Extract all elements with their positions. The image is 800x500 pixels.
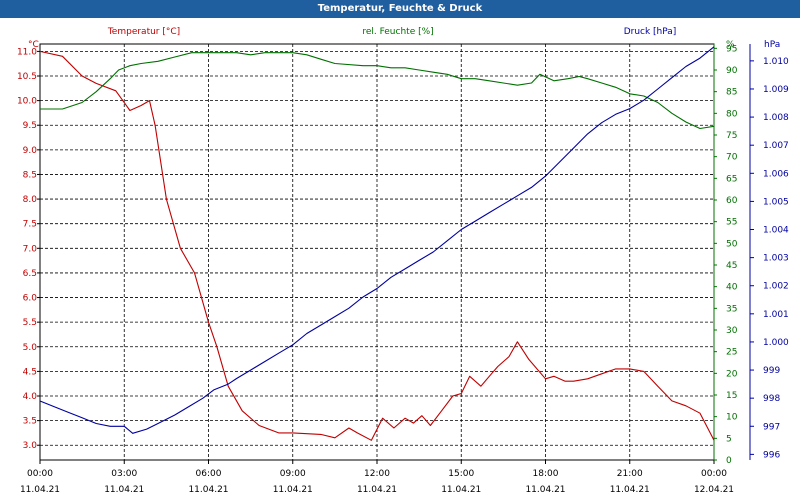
x-tick-label-date: 11.04.21 xyxy=(441,485,481,495)
temperature-tick-label: 7.5 xyxy=(23,220,37,230)
grid xyxy=(40,44,714,460)
temperature-tick-label: 6.0 xyxy=(23,294,38,304)
pressure-tick-label: 996 xyxy=(763,450,780,460)
temperature-tick-label: 5.0 xyxy=(23,343,38,353)
humidity-tick-label: 20 xyxy=(726,369,738,379)
x-tick-label-time: 18:00 xyxy=(533,469,559,479)
temperature-tick-label: 5.5 xyxy=(23,318,37,328)
x-tick-label-date: 11.04.21 xyxy=(610,485,650,495)
x-tick-label-time: 09:00 xyxy=(280,469,306,479)
x-tick-label-date: 11.04.21 xyxy=(525,485,565,495)
humidity-tick-label: 85 xyxy=(726,88,737,98)
series-group xyxy=(39,46,715,441)
pressure-tick-label: 1.008 xyxy=(763,113,789,123)
humidity-tick-label: 80 xyxy=(726,109,738,119)
x-tick-label-time: 21:00 xyxy=(617,469,643,479)
temperature-tick-label: 8.5 xyxy=(23,170,37,180)
pressure-tick-label: 1.010 xyxy=(763,57,789,67)
pressure-tick-label: 998 xyxy=(763,394,780,404)
humidity-tick-label: 15 xyxy=(726,391,737,401)
humidity-tick-label: 60 xyxy=(726,196,738,206)
temperature-tick-label: 4.0 xyxy=(23,392,38,402)
axes: 00:00 11.04.21 03:00 11.04.21 06:00 11.04.21 0… xyxy=(17,27,789,495)
temperature-tick-label: 8.0 xyxy=(23,195,38,205)
pressure-tick-label: 1.004 xyxy=(763,226,789,236)
x-tick-label-date: 11.04.21 xyxy=(20,485,60,495)
pressure-tick-label: 1.000 xyxy=(763,338,789,348)
chart-title: Temperatur, Feuchte & Druck xyxy=(0,0,800,18)
humidity-tick-label: 75 xyxy=(726,131,737,141)
humidity-series-line xyxy=(40,52,715,130)
humidity-tick-label: 45 xyxy=(726,261,737,271)
humidity-tick-label: 35 xyxy=(726,304,737,314)
temperature-tick-label: 10.0 xyxy=(17,97,37,107)
temperature-series-line xyxy=(39,50,715,441)
x-tick-label-time: 15:00 xyxy=(448,469,474,479)
x-tick-label-time: 00:00 xyxy=(27,469,53,479)
humidity-unit: % xyxy=(726,40,735,50)
x-tick-label-date: 11.04.21 xyxy=(188,485,228,495)
pressure-tick-label: 1.009 xyxy=(763,85,789,95)
x-tick-label-time: 06:00 xyxy=(196,469,222,479)
humidity-tick-label: 10 xyxy=(726,413,738,423)
humidity-tick-label: 50 xyxy=(726,239,738,249)
humidity-tick-label: 95 xyxy=(726,44,737,54)
temperature-tick-label: 11.0 xyxy=(17,47,37,57)
temperature-tick-label: 7.0 xyxy=(23,244,38,254)
pressure-tick-label: 997 xyxy=(763,422,780,432)
pressure-tick-label: 999 xyxy=(763,366,780,376)
x-tick-label-date: 11.04.21 xyxy=(104,485,144,495)
temperature-tick-label: 10.5 xyxy=(17,72,37,82)
x-tick-label-date: 11.04.21 xyxy=(273,485,313,495)
temperature-tick-label: 3.0 xyxy=(23,441,38,451)
pressure-tick-label: 1.001 xyxy=(763,310,789,320)
pressure-tick-label: 1.003 xyxy=(763,254,789,264)
humidity-axis-label: rel. Feuchte [%] xyxy=(362,27,433,37)
humidity-tick-label: 5 xyxy=(726,434,732,444)
humidity-tick-label: 0 xyxy=(726,456,732,466)
pressure-series-line xyxy=(39,46,715,434)
pressure-tick-label: 1.002 xyxy=(763,282,789,292)
x-tick-label-time: 00:00 xyxy=(701,469,727,479)
pressure-unit: hPa xyxy=(764,40,780,50)
humidity-tick-label: 65 xyxy=(726,174,737,184)
temperature-tick-label: 4.5 xyxy=(23,367,37,377)
pressure-tick-label: 1.007 xyxy=(763,141,789,151)
pressure-axis-label: Druck [hPa] xyxy=(624,27,677,37)
pressure-tick-label: 1.006 xyxy=(763,169,789,179)
x-tick-label-time: 12:00 xyxy=(364,469,390,479)
humidity-tick-label: 30 xyxy=(726,326,738,336)
x-tick-label-date: 12.04.21 xyxy=(694,485,734,495)
humidity-tick-label: 70 xyxy=(726,153,738,163)
temperature-tick-label: 9.5 xyxy=(23,121,37,131)
humidity-tick-label: 40 xyxy=(726,283,738,293)
pressure-tick-label: 1.005 xyxy=(763,197,789,207)
humidity-tick-label: 55 xyxy=(726,218,737,228)
humidity-tick-label: 90 xyxy=(726,66,738,76)
temperature-unit: °C xyxy=(28,40,39,50)
x-tick-label-time: 03:00 xyxy=(111,469,137,479)
temperature-tick-label: 6.5 xyxy=(23,269,37,279)
temperature-tick-label: 3.5 xyxy=(23,417,37,427)
temperature-axis-label: Temperatur [°C] xyxy=(107,27,180,37)
x-tick-label-date: 11.04.21 xyxy=(357,485,397,495)
humidity-tick-label: 25 xyxy=(726,348,737,358)
temperature-tick-label: 9.0 xyxy=(23,146,38,156)
